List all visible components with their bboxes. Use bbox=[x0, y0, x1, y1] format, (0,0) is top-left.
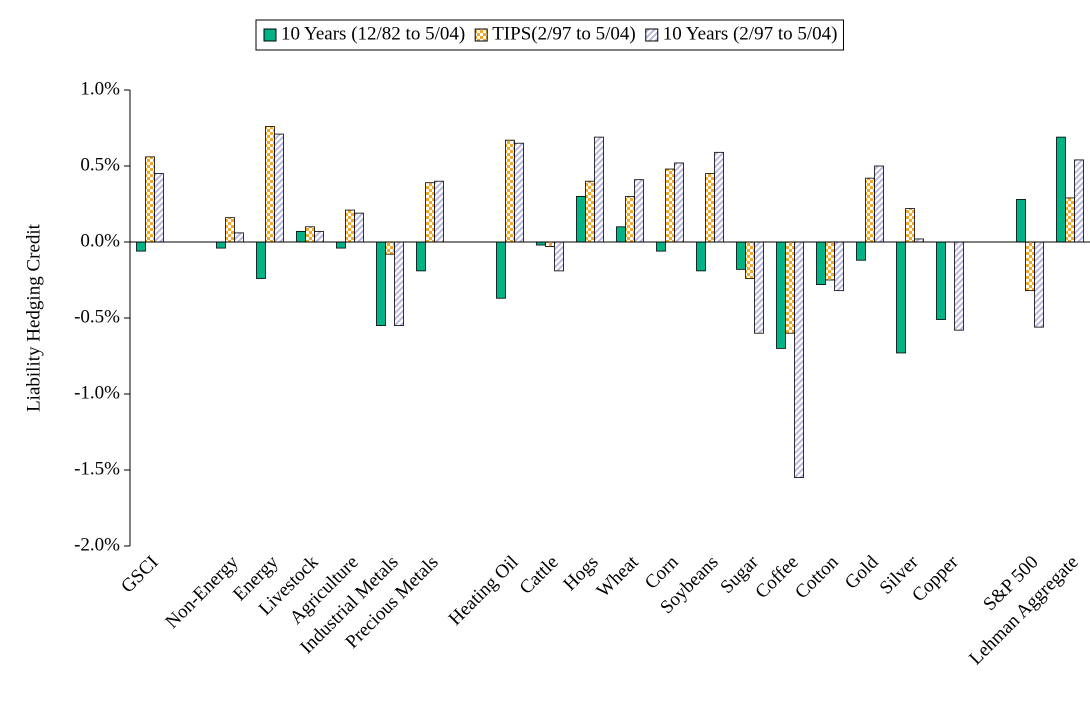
x-tick-label: Heating Oil bbox=[445, 552, 523, 630]
bar bbox=[354, 212, 364, 243]
x-tick-label: Gold bbox=[841, 551, 883, 593]
bar bbox=[336, 241, 346, 249]
bar bbox=[1034, 241, 1044, 328]
bar bbox=[794, 241, 804, 479]
x-tick-label: Copper bbox=[908, 551, 963, 606]
bar bbox=[616, 226, 626, 243]
bar bbox=[936, 241, 946, 320]
legend-swatch bbox=[474, 28, 488, 42]
legend: 10 Years (12/82 to 5/04) TIPS(2/97 to 5/0… bbox=[255, 19, 844, 51]
bar bbox=[314, 230, 324, 243]
bar bbox=[545, 241, 555, 247]
bar bbox=[585, 180, 595, 243]
bar bbox=[225, 217, 235, 243]
legend-box bbox=[255, 19, 844, 51]
y-tick-label: -0.5% bbox=[74, 306, 120, 327]
bar bbox=[816, 241, 826, 285]
legend-label: TIPS(2/97 to 5/04) bbox=[492, 23, 636, 44]
bar bbox=[705, 173, 715, 243]
bar bbox=[154, 173, 164, 243]
legend-swatch bbox=[645, 28, 659, 42]
bar bbox=[825, 241, 835, 281]
y-tick-label: -2.0% bbox=[74, 534, 120, 555]
legend-label: 10 Years (12/82 to 5/04) bbox=[281, 23, 465, 44]
bar bbox=[576, 195, 586, 243]
bar bbox=[874, 165, 884, 243]
bar bbox=[1065, 197, 1075, 243]
bar bbox=[265, 126, 275, 243]
bar bbox=[1016, 199, 1026, 243]
bar bbox=[1074, 159, 1084, 243]
bar bbox=[736, 241, 746, 270]
bar bbox=[256, 241, 266, 279]
bar bbox=[594, 136, 604, 243]
bar bbox=[785, 241, 795, 334]
bar bbox=[385, 241, 395, 255]
bar bbox=[714, 151, 724, 243]
bar bbox=[634, 179, 644, 243]
bar bbox=[434, 180, 444, 243]
bar bbox=[896, 241, 906, 354]
bar bbox=[1025, 241, 1035, 292]
bar bbox=[216, 241, 226, 249]
bar bbox=[345, 209, 355, 243]
bar bbox=[234, 232, 244, 243]
x-tick-label: Coffee bbox=[751, 552, 802, 603]
legend-swatch bbox=[263, 28, 277, 42]
bar bbox=[145, 156, 155, 243]
bar bbox=[305, 226, 315, 243]
bar bbox=[905, 208, 915, 243]
bar bbox=[696, 241, 706, 272]
bar bbox=[656, 241, 666, 252]
bar bbox=[625, 195, 635, 243]
bar bbox=[1056, 136, 1066, 243]
y-tick-label: 1.0% bbox=[80, 78, 120, 99]
bar bbox=[674, 162, 684, 243]
bar bbox=[665, 168, 675, 243]
x-tick-label: Cotton bbox=[791, 551, 843, 603]
x-tick-label: GSCI bbox=[117, 552, 162, 597]
y-tick-label: 0.0% bbox=[80, 230, 120, 251]
bar bbox=[514, 142, 524, 243]
bar bbox=[376, 241, 386, 326]
legend-label: 10 Years (2/97 to 5/04) bbox=[663, 23, 838, 44]
bar bbox=[496, 241, 506, 299]
bar bbox=[865, 177, 875, 243]
bar bbox=[296, 230, 306, 243]
bar bbox=[505, 139, 515, 243]
y-tick-label: -1.5% bbox=[74, 458, 120, 479]
bar bbox=[274, 133, 284, 243]
bar bbox=[745, 241, 755, 279]
bar bbox=[954, 241, 964, 331]
bar bbox=[856, 241, 866, 261]
bar bbox=[136, 241, 146, 252]
bar bbox=[834, 241, 844, 292]
y-tick-label: -1.0% bbox=[74, 382, 120, 403]
bar bbox=[394, 241, 404, 326]
bar bbox=[754, 241, 764, 334]
bar bbox=[776, 241, 786, 349]
bar bbox=[425, 182, 435, 243]
x-tick-label: Cattle bbox=[516, 552, 563, 599]
bar bbox=[554, 241, 564, 272]
y-tick-label: 0.5% bbox=[80, 154, 120, 175]
y-axis-label: Liability Hedging Credit bbox=[23, 223, 44, 412]
x-tick-label: Wheat bbox=[593, 551, 643, 601]
bar bbox=[416, 241, 426, 272]
